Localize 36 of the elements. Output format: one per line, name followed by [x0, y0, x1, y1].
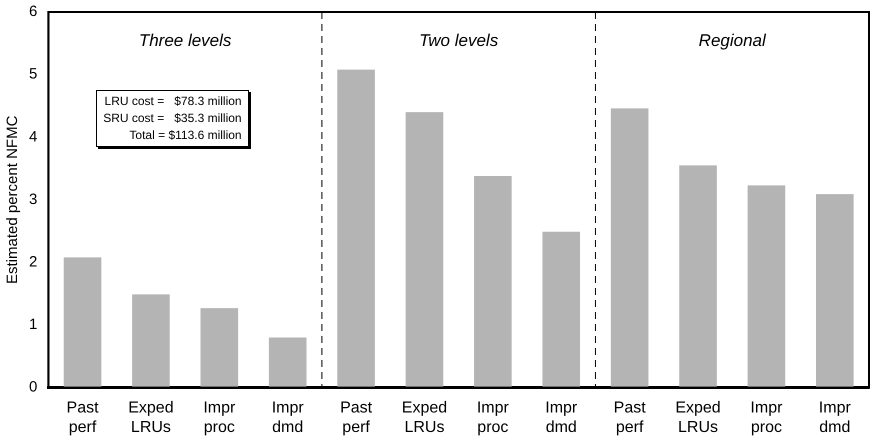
- x-tick-label: Impr dmd: [272, 400, 304, 436]
- y-axis-title: Estimated percent NFMC: [4, 115, 22, 284]
- y-tick-label: 5: [29, 66, 38, 83]
- bar: [816, 194, 854, 388]
- bar: [610, 108, 648, 388]
- bar: [748, 185, 786, 388]
- y-tick-label: 1: [29, 316, 38, 334]
- x-tick-label: Impr proc: [476, 400, 510, 436]
- y-tick-label: 0: [29, 378, 38, 396]
- x-tick-label: Impr proc: [203, 400, 236, 436]
- bar: [200, 308, 238, 388]
- x-tick-label: Past perf: [614, 400, 646, 436]
- bar: [132, 294, 170, 388]
- y-tick-label: 3: [29, 190, 38, 208]
- y-tick-label: 6: [29, 3, 38, 20]
- x-tick-label: Past perf: [340, 400, 373, 436]
- bar: [406, 112, 444, 388]
- x-tick-label: Exped LRUs: [402, 400, 448, 436]
- annotation: LRU cost = $78.3 million SRU cost = $35.3 million Total = $113.6 million: [96, 90, 249, 148]
- x-tick-label: Exped LRUs: [128, 400, 174, 436]
- y-tick-label: 2: [29, 254, 38, 271]
- bar: [268, 338, 307, 388]
- annotation: Three levels: [138, 31, 232, 50]
- bar: [64, 257, 102, 388]
- x-tick-label: Impr dmd: [818, 400, 852, 436]
- bar: [474, 176, 512, 388]
- x-tick-label: Impr dmd: [545, 400, 578, 436]
- x-tick-label: Past perf: [66, 400, 100, 436]
- bar: [337, 70, 375, 388]
- y-tick-label: 4: [29, 128, 38, 146]
- annotation: Regional: [698, 31, 767, 50]
- bar: [679, 165, 717, 388]
- annotation: Two levels: [419, 31, 499, 50]
- x-tick-label: Exped LRUs: [675, 400, 721, 436]
- x-tick-label: Impr proc: [750, 400, 784, 436]
- bar: [542, 232, 580, 388]
